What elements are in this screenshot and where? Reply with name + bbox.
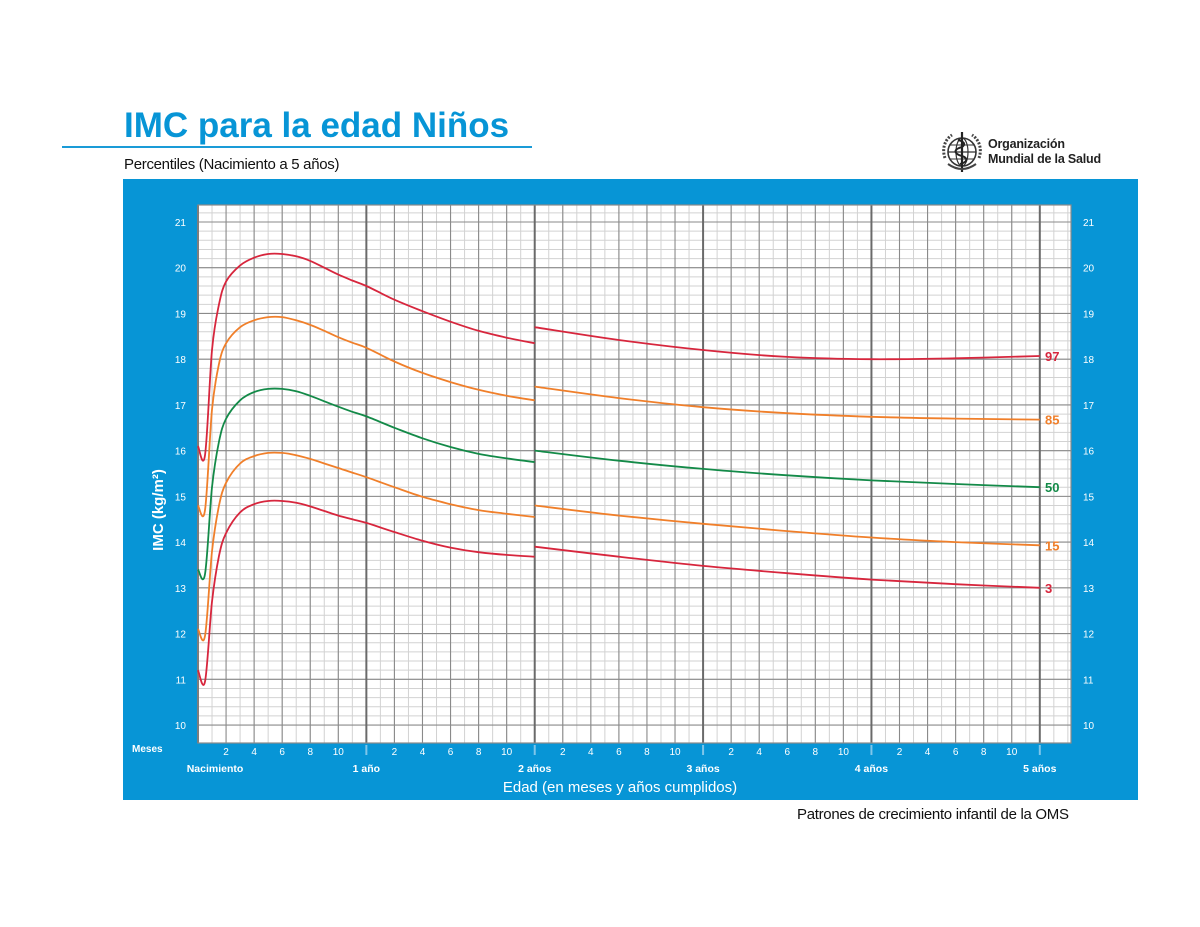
y-tick-label: 11: [1083, 675, 1094, 686]
x-tick-label: 4: [756, 747, 762, 758]
x-year-label: 1 año: [353, 763, 380, 775]
percentile-3-curve: [197, 499, 535, 686]
who-name: Organización Mundial de la Salud: [988, 137, 1101, 167]
percentile-97-curve: [197, 252, 535, 462]
x-tick-label: 10: [1006, 747, 1018, 758]
percentile-50-curve: [534, 449, 1040, 489]
x-tick-label: 8: [476, 747, 482, 758]
chart-subtitle: Percentiles (Nacimiento a 5 años): [124, 156, 340, 173]
y-tick-label: 16: [175, 447, 187, 458]
percentile-50-curve: [197, 387, 535, 581]
x-tick-label: 10: [669, 747, 681, 758]
y-tick-label: 21: [1083, 218, 1095, 229]
x-axis-label: Edad (en meses y años cumplidos): [503, 779, 737, 796]
x-tick-label: 10: [838, 747, 850, 758]
percentile-97-curve: [534, 326, 1040, 361]
y-tick-label: 15: [1083, 492, 1095, 503]
who-name-line2: Mundial de la Salud: [988, 152, 1101, 166]
x-tick-label: 6: [953, 747, 959, 758]
x-tick-label: 6: [279, 747, 285, 758]
who-emblem-icon: [942, 132, 982, 172]
y-tick-label: 12: [175, 630, 187, 641]
y-tick-label: 12: [1083, 630, 1095, 641]
y-tick-label: 14: [175, 538, 187, 549]
x-axis-years: Nacimiento 1 año 2 años 3 años 4 años 5 años: [187, 763, 1057, 775]
percentile-curves: [197, 252, 1040, 686]
x-tick-label: 4: [588, 747, 594, 758]
chart-title: IMC para la edad Niños: [124, 106, 510, 145]
y-axis-left: 10 11 12 13 14 15 16 17 18 19 20 21: [175, 218, 187, 732]
grid-major: [197, 204, 1072, 744]
y-tick-label: 11: [176, 675, 187, 686]
x-tick-label: 2: [560, 747, 566, 758]
x-tick-label: 2: [728, 747, 734, 758]
x-axis-months: 2 4 6 8 10 2 4 6 8 10 2 4 6 8 10 2 4 6 8 10 2 4 6 8 10: [223, 745, 1041, 758]
y-axis-label: IMC (kg/m²): [150, 469, 167, 551]
x-tick-label: 8: [307, 747, 313, 758]
y-axis-right: 10 11 12 13 14 15 16 17 18 19 20 21: [1083, 218, 1095, 732]
x-year-label: 4 años: [855, 763, 888, 775]
y-tick-label: 17: [1083, 401, 1095, 412]
y-tick-label: 20: [175, 264, 187, 275]
x-tick-label: 2: [897, 747, 903, 758]
y-tick-label: 16: [1083, 447, 1095, 458]
x-tick-label: 8: [644, 747, 650, 758]
percentile-3-label: 3: [1045, 581, 1052, 596]
y-tick-label: 13: [1083, 584, 1095, 595]
x-tick-label: 10: [333, 747, 345, 758]
y-tick-label: 10: [175, 721, 187, 732]
x-tick-label: 4: [420, 747, 426, 758]
who-name-line1: Organización: [988, 137, 1065, 151]
x-year-label: 2 años: [518, 763, 551, 775]
percentile-3-curve: [534, 545, 1040, 589]
x-tick-label: 6: [784, 747, 790, 758]
y-tick-label: 13: [175, 584, 187, 595]
percentile-97-label: 97: [1045, 349, 1059, 364]
y-tick-label: 20: [1083, 264, 1095, 275]
x-tick-label: 6: [448, 747, 454, 758]
x-tick-label: 2: [392, 747, 398, 758]
x-tick-label: 10: [501, 747, 513, 758]
y-tick-label: 19: [175, 309, 187, 320]
months-row-label: Meses: [132, 744, 163, 755]
percentile-85-curve: [534, 385, 1040, 421]
x-tick-label: 8: [813, 747, 819, 758]
x-year-label: 3 años: [686, 763, 719, 775]
y-tick-label: 19: [1083, 309, 1095, 320]
y-tick-label: 10: [1083, 721, 1095, 732]
percentile-85-label: 85: [1045, 413, 1059, 428]
percentile-50-label: 50: [1045, 480, 1059, 495]
x-year-label: Nacimiento: [187, 763, 244, 775]
percentile-15-curve: [534, 504, 1040, 547]
y-tick-label: 18: [175, 355, 187, 366]
x-tick-label: 2: [223, 747, 229, 758]
x-tick-label: 4: [925, 747, 931, 758]
x-tick-label: 8: [981, 747, 987, 758]
source-footer: Patrones de crecimiento infantil de la O…: [797, 806, 1069, 823]
who-logo: Organización Mundial de la Salud: [938, 128, 1101, 176]
y-tick-label: 14: [1083, 538, 1095, 549]
y-tick-label: 15: [175, 492, 187, 503]
x-year-label: 5 años: [1023, 763, 1056, 775]
percentile-15-curve: [197, 451, 535, 642]
percentile-85-curve: [197, 315, 535, 518]
plot-area: [198, 205, 1071, 743]
percentile-labels: 97 85 50 15 3: [1045, 349, 1059, 596]
x-tick-label: 4: [251, 747, 257, 758]
y-tick-label: 18: [1083, 355, 1095, 366]
y-tick-label: 21: [175, 218, 187, 229]
title-underline: [62, 146, 532, 148]
percentile-15-label: 15: [1045, 538, 1059, 553]
y-tick-label: 17: [175, 401, 187, 412]
x-tick-label: 6: [616, 747, 622, 758]
